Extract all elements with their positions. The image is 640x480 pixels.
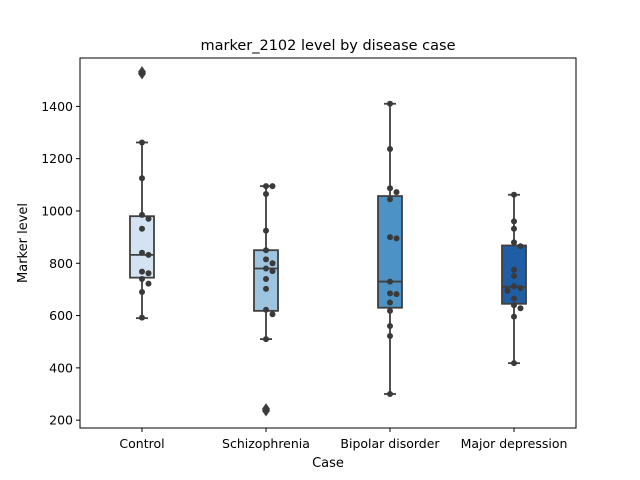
data-point <box>263 227 269 234</box>
data-point <box>263 336 269 343</box>
box-iqr <box>129 215 155 279</box>
data-point <box>139 211 145 218</box>
data-point <box>511 218 517 225</box>
data-point <box>511 191 517 198</box>
y-tick-label: 1000 <box>41 203 73 218</box>
y-tick-label: 400 <box>49 360 73 375</box>
data-point <box>145 215 152 222</box>
data-point <box>263 285 269 292</box>
data-point <box>511 239 517 246</box>
data-point <box>387 290 393 297</box>
data-point <box>263 265 269 272</box>
data-point <box>393 291 400 298</box>
data-point <box>387 100 393 107</box>
data-point <box>387 307 393 314</box>
box-iqr <box>377 195 403 309</box>
data-point <box>139 69 145 76</box>
data-point <box>393 235 400 242</box>
data-point <box>263 183 269 190</box>
data-point <box>511 266 517 273</box>
data-point <box>387 323 393 330</box>
data-point <box>511 313 517 320</box>
chart-title: marker_2102 level by disease case <box>201 38 456 54</box>
y-tick-label: 800 <box>49 256 73 271</box>
axes-frame <box>79 57 577 429</box>
data-point <box>511 295 517 302</box>
plot-area: 200 400 600 800 1000 1200 1400 Control Schizophr… <box>41 66 568 451</box>
y-tick-label: 200 <box>49 413 73 428</box>
data-point <box>511 360 517 367</box>
data-point <box>387 332 393 339</box>
data-point <box>263 275 269 282</box>
y-axis-label: Marker level <box>16 203 31 283</box>
data-point <box>269 311 276 318</box>
x-tick-label: Control <box>119 436 164 451</box>
data-point <box>263 406 269 413</box>
data-point <box>511 225 517 232</box>
data-point <box>387 278 393 285</box>
data-point <box>263 190 269 197</box>
data-point <box>263 256 269 263</box>
data-point <box>387 234 393 241</box>
data-point <box>517 285 524 292</box>
data-point <box>139 275 145 282</box>
data-point <box>504 287 511 294</box>
data-point <box>517 243 524 250</box>
data-point <box>393 189 400 196</box>
data-point <box>269 183 276 190</box>
y-tick-label: 600 <box>49 308 73 323</box>
y-tick-label: 1200 <box>41 151 73 166</box>
x-axis-label: Case <box>312 456 344 471</box>
data-point <box>139 225 145 232</box>
data-point <box>139 175 145 182</box>
data-point <box>387 299 393 306</box>
data-point <box>145 270 152 277</box>
data-point <box>139 289 145 296</box>
data-point <box>139 249 145 256</box>
data-point <box>269 268 276 275</box>
data-point <box>387 196 393 203</box>
data-point <box>511 272 517 279</box>
data-point <box>387 185 393 192</box>
data-point <box>269 260 276 267</box>
x-tick-label: Bipolar disorder <box>340 436 440 451</box>
data-point <box>263 306 269 313</box>
data-point <box>511 302 517 309</box>
data-point <box>145 251 152 258</box>
data-point <box>145 280 152 287</box>
y-tick-label: 1400 <box>41 99 73 114</box>
data-point <box>511 283 517 290</box>
data-point <box>517 305 524 312</box>
data-point <box>139 139 145 146</box>
data-point <box>387 391 393 398</box>
data-point <box>139 268 145 275</box>
data-point <box>139 314 145 321</box>
x-tick-label: Major depression <box>461 436 568 451</box>
data-point <box>263 247 269 254</box>
data-point <box>387 145 393 152</box>
x-tick-label: Schizophrenia <box>222 436 310 451</box>
